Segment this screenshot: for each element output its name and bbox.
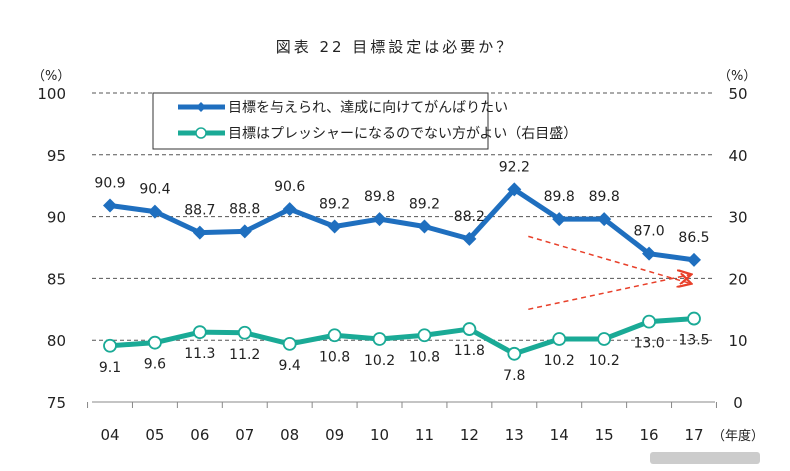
data-point [687, 311, 701, 326]
data-label: 88.2 [454, 209, 485, 225]
data-label: 90.6 [274, 179, 305, 195]
data-point [597, 212, 612, 227]
series-line [109, 186, 695, 263]
data-point [103, 338, 117, 353]
x-tick-label: 05 [145, 426, 164, 444]
y-tick-right: 40 [728, 147, 747, 165]
data-point [237, 325, 252, 340]
data-label: 90.4 [139, 182, 170, 198]
watermark-logo-shape: ReseMom [650, 452, 760, 464]
y-tick-left: 80 [47, 332, 66, 350]
data-point [147, 204, 162, 219]
data-point [282, 337, 297, 351]
data-label: 7.8 [503, 368, 525, 384]
data-label: 11.2 [229, 347, 260, 363]
data-point [552, 212, 567, 227]
x-tick-label: 17 [684, 426, 703, 444]
data-point [282, 202, 297, 217]
data-label: 11.8 [454, 343, 485, 359]
data-point [372, 212, 387, 227]
data-point [417, 328, 432, 343]
data-point [462, 322, 477, 336]
y-tick-left: 75 [47, 394, 66, 412]
data-label: 11.3 [184, 346, 215, 362]
data-point [687, 252, 701, 267]
y-tick-left: 95 [47, 147, 66, 165]
data-point [192, 325, 207, 340]
data-label: 9.4 [279, 358, 301, 374]
diamond-marker-icon [196, 102, 206, 112]
data-label: 89.2 [319, 196, 350, 212]
circle-marker-icon [195, 127, 207, 139]
y-tick-left: 100 [37, 85, 66, 103]
legend: 目標を与えられ、達成に向けてがんばりたい 目標はプレッシャーになるのでない方がよ… [152, 92, 577, 150]
data-point [417, 219, 432, 234]
y-tick-right: 30 [728, 209, 747, 227]
data-point [148, 335, 162, 350]
data-label: 92.2 [499, 159, 530, 175]
data-label: 87.0 [633, 224, 664, 240]
data-label: 88.8 [229, 201, 260, 217]
y-tick-left: 85 [47, 270, 66, 288]
trend-arrow [528, 235, 690, 283]
data-label: 89.8 [364, 189, 395, 205]
x-tick-label: 15 [595, 426, 614, 444]
data-label: 90.9 [94, 175, 125, 191]
data-label: 10.2 [364, 353, 395, 369]
data-point [642, 246, 657, 261]
data-point [237, 224, 252, 239]
data-point [103, 198, 117, 213]
watermark-logo-graphic: ReseMom [650, 452, 760, 464]
data-point [552, 332, 567, 346]
data-label: 10.2 [589, 353, 620, 369]
x-tick-label: 16 [640, 426, 659, 444]
data-point [462, 231, 477, 246]
y-tick-right: 10 [728, 332, 747, 350]
right-axis-unit: （%） [718, 69, 756, 84]
data-label: 89.2 [409, 196, 440, 212]
x-tick-label: 08 [280, 426, 299, 444]
series-line [109, 316, 695, 357]
legend-label: 目標はプレッシャーになるのでない方がよい（右目盛） [228, 126, 577, 142]
data-label: 13.5 [678, 333, 709, 349]
legend-label: 目標を与えられ、達成に向けてがんばりたい [228, 100, 508, 116]
data-label: 10.8 [319, 349, 350, 365]
data-label: 10.2 [544, 353, 575, 369]
data-label: 10.8 [409, 349, 440, 365]
data-label: 89.8 [589, 189, 620, 205]
data-point [192, 225, 207, 240]
data-label: 9.1 [99, 360, 121, 376]
data-label: 88.7 [184, 203, 215, 219]
left-axis-unit: （%） [32, 69, 70, 84]
x-tick-label: 07 [235, 426, 254, 444]
x-tick-label: 13 [505, 426, 524, 444]
x-tick-label: 09 [325, 426, 344, 444]
data-label: 89.8 [544, 189, 575, 205]
data-label: 13.0 [633, 336, 664, 352]
x-tick-label: 14 [550, 426, 569, 444]
x-tick-label: 10 [370, 426, 389, 444]
chart-title: 図表 22 目標設定は必要か？ [276, 38, 515, 56]
data-label: 86.5 [678, 230, 709, 246]
data-point [597, 332, 612, 346]
x-tick-label: 12 [460, 426, 479, 444]
data-point [642, 314, 656, 329]
x-tick-label: 06 [190, 426, 209, 444]
data-point [327, 328, 342, 343]
x-tick-label: 04 [100, 426, 119, 444]
data-point [372, 332, 387, 346]
y-tick-right: 50 [728, 85, 747, 103]
data-point [327, 219, 342, 234]
data-label: 9.6 [144, 357, 166, 373]
trend-arrow [528, 275, 690, 311]
y-tick-right: 0 [733, 394, 743, 412]
x-axis-label: （年度） [712, 428, 764, 444]
data-point [507, 346, 522, 361]
x-tick-label: 11 [415, 426, 434, 444]
y-tick-right: 20 [728, 270, 747, 288]
y-tick-left: 90 [47, 209, 66, 227]
data-point [507, 182, 522, 197]
